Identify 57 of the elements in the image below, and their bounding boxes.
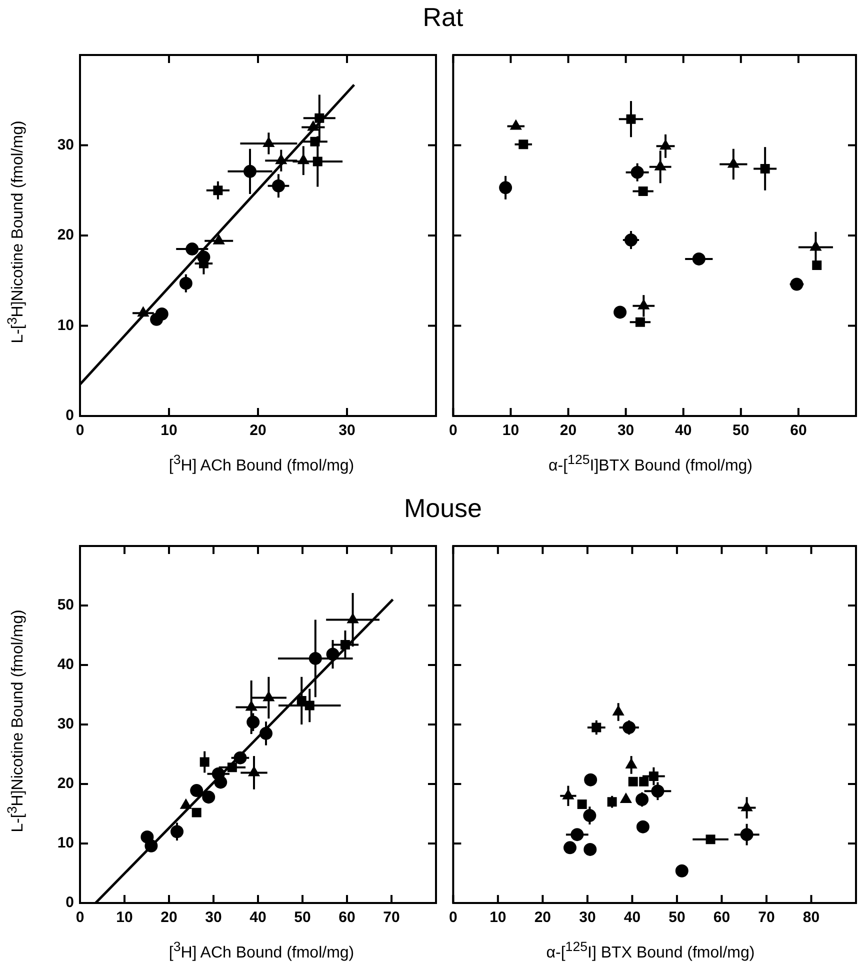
point xyxy=(639,776,649,786)
point xyxy=(202,790,216,804)
x-axis-title: [$^{3}$H] ACh Bound (fmol/mg) xyxy=(168,452,356,476)
x-tick-label: 20 xyxy=(250,422,266,440)
x-tick-label: 30 xyxy=(617,422,634,440)
point xyxy=(675,864,688,878)
x-tick-label: 0 xyxy=(449,909,458,926)
y-tick-label: 50 xyxy=(57,596,74,614)
x-tick-label: 20 xyxy=(160,909,178,926)
point xyxy=(577,799,587,809)
x-tick-label: 80 xyxy=(802,909,820,926)
point xyxy=(584,773,598,786)
y-tick-label: 30 xyxy=(57,136,74,154)
x-tick-label: 60 xyxy=(338,909,356,926)
chart-title: Mouse xyxy=(402,493,484,524)
x-tick-label: 10 xyxy=(160,422,178,440)
x-tick-label: 50 xyxy=(294,909,311,926)
point xyxy=(614,306,627,319)
point xyxy=(584,842,597,856)
x-tick-label: 40 xyxy=(250,909,266,926)
point xyxy=(628,776,638,786)
y-tick-label: 0 xyxy=(66,407,74,424)
x-tick-label: 40 xyxy=(675,422,692,440)
x-tick-label: 60 xyxy=(790,422,807,440)
x-axis-title: α-[$^{125}$I] BTX Bound (fmol/mg) xyxy=(545,939,756,962)
x-tick-label: 10 xyxy=(490,909,506,926)
point xyxy=(620,792,632,803)
x-tick-label: 70 xyxy=(758,909,775,926)
y-tick-label: 20 xyxy=(57,775,74,792)
x-tick-label: 0 xyxy=(449,422,458,440)
y-tick-label: 0 xyxy=(66,894,74,912)
y-tick-label: 40 xyxy=(57,656,74,674)
point xyxy=(812,260,822,270)
x-tick-label: 30 xyxy=(205,909,222,926)
x-tick-label: 10 xyxy=(116,909,133,926)
point xyxy=(190,784,204,798)
x-tick-label: 50 xyxy=(732,422,750,440)
x-tick-label: 30 xyxy=(579,909,596,926)
point xyxy=(563,841,576,854)
y-tick-label: 10 xyxy=(57,316,74,334)
x-tick-label: 40 xyxy=(624,909,641,926)
x-tick-label: 50 xyxy=(668,909,686,926)
x-tick-label: 10 xyxy=(502,422,520,440)
y-tick-label: 30 xyxy=(57,716,74,733)
y-tick-label: 20 xyxy=(57,226,74,244)
x-axis-title: α-[$^{125}$I]BTX Bound (fmol/mg) xyxy=(548,452,754,476)
point xyxy=(155,308,168,321)
x-tick-label: 20 xyxy=(560,422,577,440)
x-tick-label: 60 xyxy=(713,909,730,926)
x-tick-label: 30 xyxy=(338,422,356,440)
chart-title: Rat xyxy=(422,2,464,33)
x-tick-label: 20 xyxy=(534,909,552,926)
x-axis-title: [$^{3}$H] ACh Bound (fmol/mg) xyxy=(168,939,356,962)
y-tick-label: 10 xyxy=(57,834,74,852)
point xyxy=(192,808,202,818)
x-tick-label: 70 xyxy=(383,909,400,926)
point xyxy=(144,839,158,852)
